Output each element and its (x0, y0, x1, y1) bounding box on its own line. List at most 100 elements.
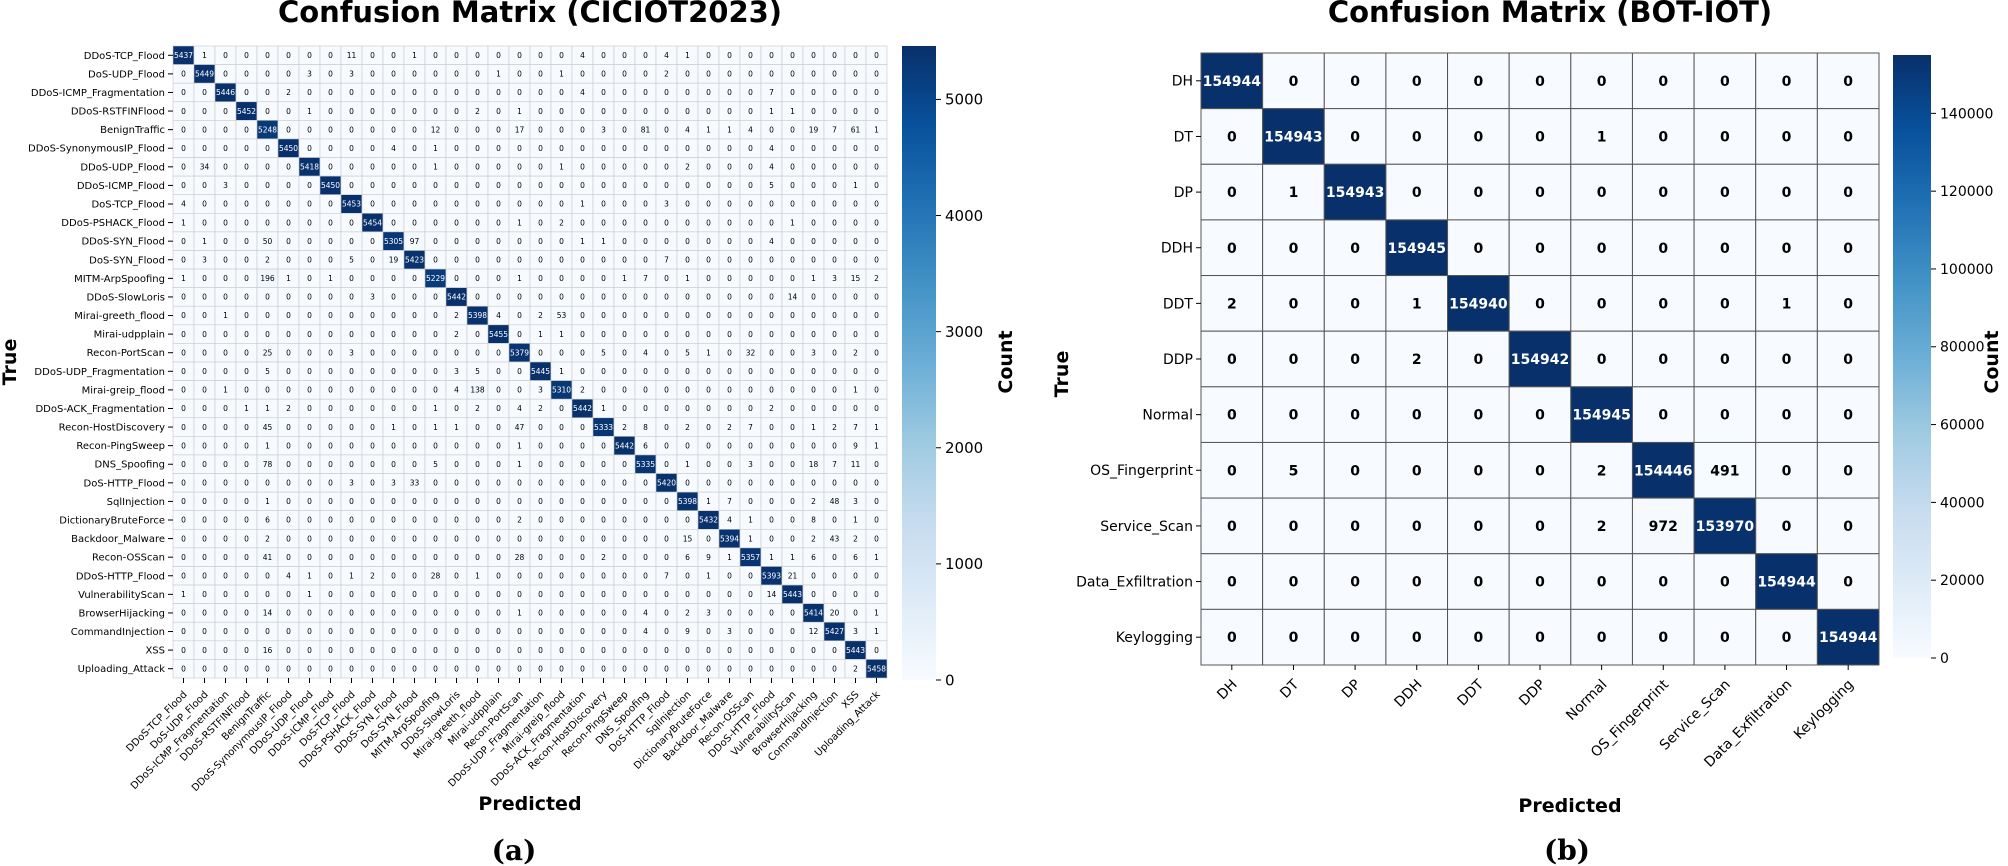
cell-value-label: 0 (622, 404, 627, 413)
cell-value-label: 1 (874, 627, 879, 636)
cell-value-label: 0 (433, 107, 438, 116)
cell-value-label: 0 (580, 590, 585, 599)
y-axis-label-b: True (1051, 351, 1073, 398)
cell-value-label: 0 (307, 293, 312, 302)
cell-value-label: 0 (769, 534, 774, 543)
cell-value-label: 0 (202, 386, 207, 395)
cell-value-label: 0 (1473, 352, 1483, 368)
cell-value-label: 4 (643, 627, 648, 636)
cell-value-label: 1 (181, 218, 186, 227)
cell-value-label: 0 (433, 237, 438, 246)
cell-value-label: 0 (370, 255, 375, 264)
cell-value-label: 5420 (657, 479, 676, 488)
heatmap-cell (1816, 163, 1880, 221)
cell-value-label: 0 (538, 70, 543, 79)
panel-label-a: (a) (492, 834, 537, 866)
cell-value-label: 0 (622, 646, 627, 655)
y-tick-label: DDoS-UDP_Flood (80, 162, 165, 173)
cell-value-label: 0 (601, 609, 606, 618)
cell-value-label: 0 (1843, 519, 1853, 535)
cell-value-label: 50 (263, 237, 273, 246)
cell-value-label: 0 (1720, 408, 1730, 424)
cell-value-label: 0 (307, 423, 312, 432)
cell-value-label: 0 (559, 627, 564, 636)
cell-value-label: 0 (538, 534, 543, 543)
cell-value-label: 0 (181, 237, 186, 246)
cell-value-label: 0 (811, 367, 816, 376)
cell-value-label: 0 (685, 70, 690, 79)
heatmap-cell (1570, 219, 1633, 277)
cell-value-label: 0 (706, 218, 711, 227)
cell-value-label: 0 (244, 51, 249, 60)
cell-value-label: 0 (748, 200, 753, 209)
cell-value-label: 0 (370, 646, 375, 655)
cell-value-label: 0 (727, 330, 732, 339)
cell-value-label: 0 (622, 348, 627, 357)
cell-value-label: 0 (307, 181, 312, 190)
cell-value-label: 0 (832, 664, 837, 673)
cell-value-label: 0 (811, 181, 816, 190)
cell-value-label: 0 (517, 571, 522, 580)
cell-value-label: 0 (496, 293, 501, 302)
cell-value-label: 0 (496, 404, 501, 413)
cell-value-label: 0 (874, 311, 879, 320)
cell-value-label: 0 (223, 516, 228, 525)
cell-value-label: 0 (433, 311, 438, 320)
cell-value-label: 0 (790, 627, 795, 636)
cell-value-label: 0 (244, 646, 249, 655)
cell-value-label: 0 (328, 125, 333, 134)
y-tick-label: CommandInjection (71, 627, 165, 638)
cell-value-label: 5 (265, 367, 270, 376)
cell-value-label: 2 (517, 516, 522, 525)
cell-value-label: 0 (454, 107, 459, 116)
cell-value-label: 0 (1412, 463, 1422, 479)
cell-value-label: 0 (706, 367, 711, 376)
cell-value-label: 0 (748, 293, 753, 302)
cell-value-label: 0 (1473, 185, 1483, 201)
cell-value-label: 0 (370, 237, 375, 246)
cell-value-label: 0 (643, 255, 648, 264)
cell-value-label: 0 (664, 609, 669, 618)
cell-value-label: 0 (790, 460, 795, 469)
cell-value-label: 0 (202, 479, 207, 488)
cell-value-label: 5442 (615, 441, 634, 450)
cell-value-label: 0 (832, 367, 837, 376)
cell-value-label: 0 (307, 125, 312, 134)
cell-value-label: 0 (706, 293, 711, 302)
cell-value-label: 0 (874, 107, 879, 116)
heatmap-cell (1755, 108, 1818, 165)
cell-value-label: 0 (349, 553, 354, 562)
cell-value-label: 48 (830, 497, 840, 506)
cell-value-label: 0 (601, 386, 606, 395)
heatmap-cell (1323, 330, 1387, 388)
cell-value-label: 1 (412, 51, 417, 60)
cell-value-label: 0 (307, 88, 312, 97)
cell-value-label: 0 (664, 441, 669, 450)
cell-value-label: 0 (874, 330, 879, 339)
cell-value-label: 0 (622, 218, 627, 227)
cell-value-label: 154446 (1634, 463, 1692, 479)
cell-value-label: 0 (454, 646, 459, 655)
cell-value-label: 154945 (1572, 408, 1630, 424)
cell-value-label: 0 (727, 293, 732, 302)
cell-value-label: 0 (202, 218, 207, 227)
y-tick-label: Recon-PortScan (87, 348, 165, 359)
cell-value-label: 0 (391, 609, 396, 618)
cell-value-label: 0 (1473, 519, 1483, 535)
cell-value-label: 0 (1535, 630, 1545, 646)
cell-value-label: 0 (685, 590, 690, 599)
cell-value-label: 0 (286, 51, 291, 60)
cell-value-label: 0 (391, 330, 396, 339)
cell-value-label: 0 (1720, 74, 1730, 90)
cell-value-label: 0 (601, 664, 606, 673)
cell-value-label: 9 (706, 553, 711, 562)
cell-value-label: 0 (727, 664, 732, 673)
cell-value-label: 0 (643, 330, 648, 339)
cell-value-label: 12 (809, 627, 819, 636)
cell-value-label: 0 (328, 218, 333, 227)
cell-value-label: 0 (1597, 185, 1607, 201)
cell-value-label: 0 (370, 367, 375, 376)
heatmap-cell (1693, 386, 1757, 443)
cell-value-label: 154940 (1449, 296, 1508, 312)
cell-value-label: 0 (328, 664, 333, 673)
